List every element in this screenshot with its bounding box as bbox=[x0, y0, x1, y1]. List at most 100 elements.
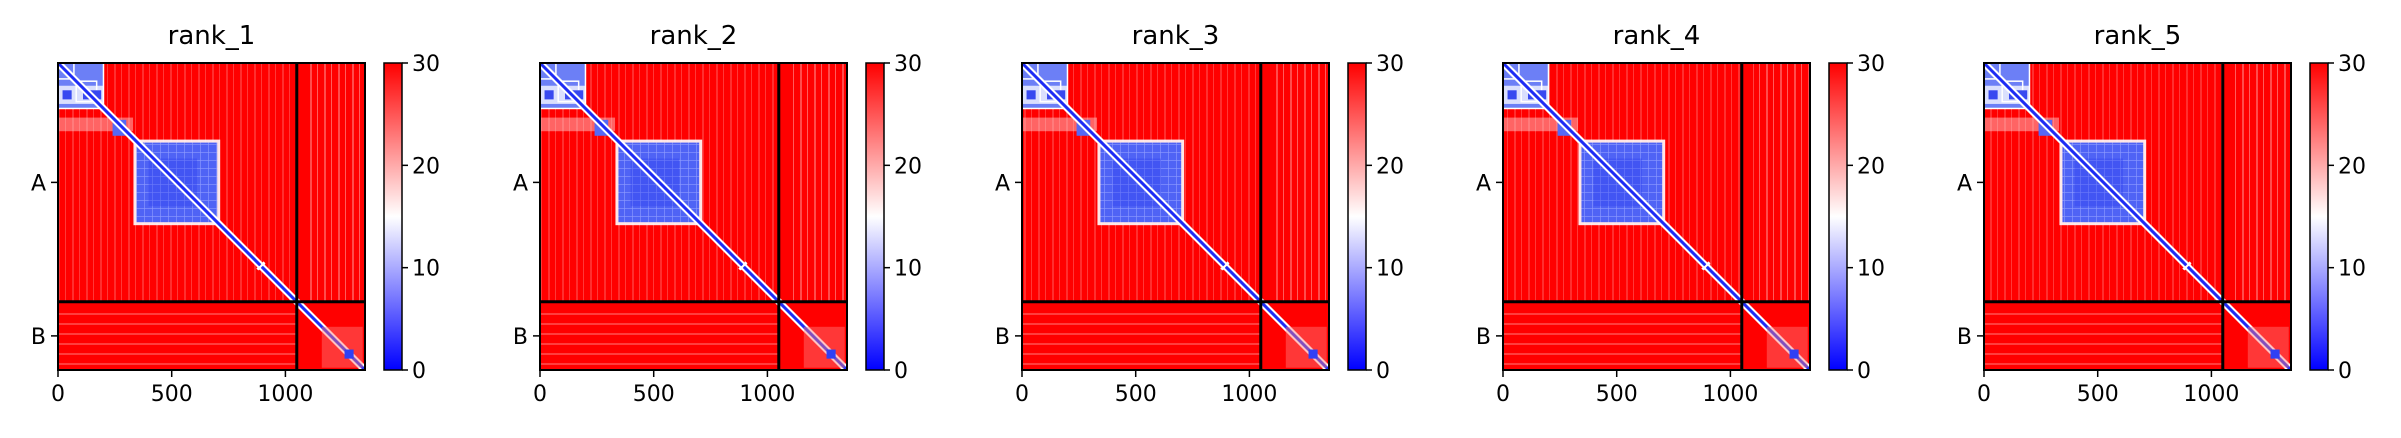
colorbar: 0 10 20 30 bbox=[2309, 52, 2366, 384]
domain-block bbox=[62, 90, 72, 100]
colorbar-tick-label: 10 bbox=[894, 257, 922, 282]
x-tick-label: 0 bbox=[1496, 382, 1510, 407]
chain-b-core bbox=[2270, 349, 2280, 359]
x-tick-label: 1000 bbox=[257, 382, 313, 407]
colorbar: 0 10 20 30 bbox=[1347, 52, 1404, 384]
y-tick-label: B bbox=[1957, 325, 1972, 350]
colorbar-tick-label: 20 bbox=[2338, 154, 2366, 179]
x-tick-label: 500 bbox=[633, 382, 675, 407]
texture-right-band bbox=[2234, 63, 2291, 302]
colorbar-tick-label: 10 bbox=[412, 257, 440, 282]
heatmap-frame bbox=[1502, 62, 1811, 371]
domain-block bbox=[1507, 90, 1517, 100]
texture-right-band bbox=[790, 63, 847, 302]
x-tick-label: 500 bbox=[151, 382, 193, 407]
colorbar-tick-label: 0 bbox=[1376, 359, 1390, 384]
texture-right-band bbox=[1753, 63, 1810, 302]
texture-bottom-band bbox=[540, 306, 779, 370]
panel-title: rank_5 bbox=[2094, 21, 2182, 51]
texture-right-band bbox=[308, 63, 365, 302]
texture-right-band bbox=[1272, 63, 1329, 302]
colorbar-tick-label: 30 bbox=[412, 52, 440, 77]
panel-5: rank_5 0 500 1000 A B 0 10 20 30 bbox=[1957, 21, 2366, 407]
domain-block bbox=[544, 90, 554, 100]
domain-block bbox=[1026, 90, 1036, 100]
chain-b-core bbox=[826, 349, 836, 359]
panel-2: rank_2 0 500 1000 A B 0 10 20 30 bbox=[513, 21, 922, 407]
y-tick-label: B bbox=[31, 325, 46, 350]
y-tick-label: A bbox=[1957, 171, 1972, 196]
colorbar-tick-label: 0 bbox=[2338, 359, 2352, 384]
chain-b-domain bbox=[1285, 326, 1327, 368]
colorbar-gradient bbox=[2309, 62, 2329, 371]
panel-1: rank_1 0 500 1000 A B 0 10 20 30 bbox=[31, 21, 440, 407]
heatmap bbox=[1500, 60, 1813, 373]
y-tick-label: A bbox=[1476, 171, 1491, 196]
colorbar-tick-label: 30 bbox=[1857, 52, 1885, 77]
diagonal-feature bbox=[256, 261, 266, 271]
x-tick-label: 0 bbox=[1015, 382, 1029, 407]
x-tick-label: 1000 bbox=[2183, 382, 2239, 407]
heatmap-frame bbox=[1021, 62, 1330, 371]
heatmap-frame bbox=[539, 62, 848, 371]
chain-b-domain bbox=[2247, 326, 2289, 368]
heatmap-frame bbox=[1983, 62, 2292, 371]
colorbar-tick-label: 0 bbox=[894, 359, 908, 384]
colorbar-tick-label: 20 bbox=[412, 154, 440, 179]
texture-bottom-band bbox=[1503, 306, 1742, 370]
y-tick-label: A bbox=[31, 171, 46, 196]
diagonal bbox=[56, 61, 367, 372]
colorbar-tick-label: 10 bbox=[1857, 257, 1885, 282]
heatmap bbox=[1981, 60, 2294, 373]
panel-title: rank_3 bbox=[1132, 21, 1220, 51]
x-tick-label: 0 bbox=[1977, 382, 1991, 407]
heatmap bbox=[55, 60, 368, 373]
colorbar-tick-label: 30 bbox=[894, 52, 922, 77]
heatmap bbox=[537, 60, 850, 373]
texture-bottom-band bbox=[1022, 306, 1261, 370]
colorbar-gradient bbox=[865, 62, 885, 371]
diagonal bbox=[1501, 61, 1812, 372]
colorbar-gradient bbox=[383, 62, 403, 371]
colorbar-tick-label: 0 bbox=[412, 359, 426, 384]
panel-4: rank_4 0 500 1000 A B 0 10 20 30 bbox=[1476, 21, 1885, 407]
colorbar-tick-label: 20 bbox=[1376, 154, 1404, 179]
chain-b-domain bbox=[321, 326, 363, 368]
colorbar: 0 10 20 30 bbox=[1828, 52, 1885, 384]
diagonal bbox=[538, 61, 849, 372]
colorbar: 0 10 20 30 bbox=[383, 52, 440, 384]
chain-b-domain bbox=[803, 326, 845, 368]
y-tick-label: B bbox=[995, 325, 1010, 350]
x-tick-label: 1000 bbox=[739, 382, 795, 407]
diagonal-feature bbox=[738, 261, 748, 271]
panel-title: rank_4 bbox=[1613, 21, 1701, 51]
texture-bottom-band bbox=[58, 306, 297, 370]
panel-title: rank_1 bbox=[168, 21, 256, 51]
y-tick-label: A bbox=[513, 171, 528, 196]
diagonal bbox=[1020, 61, 1331, 372]
domain-block bbox=[1988, 90, 1998, 100]
colorbar-tick-label: 20 bbox=[894, 154, 922, 179]
diagonal-feature bbox=[1701, 261, 1711, 271]
chain-b-core bbox=[1789, 349, 1799, 359]
diagonal-feature bbox=[2182, 261, 2192, 271]
heatmap bbox=[1019, 60, 1332, 373]
colorbar-tick-label: 20 bbox=[1857, 154, 1885, 179]
x-tick-label: 500 bbox=[2077, 382, 2119, 407]
colorbar-tick-label: 30 bbox=[2338, 52, 2366, 77]
x-tick-label: 500 bbox=[1596, 382, 1638, 407]
colorbar: 0 10 20 30 bbox=[865, 52, 922, 384]
heatmap-frame bbox=[57, 62, 366, 371]
colorbar-tick-label: 30 bbox=[1376, 52, 1404, 77]
chain-b-domain bbox=[1766, 326, 1808, 368]
y-tick-label: A bbox=[995, 171, 1010, 196]
texture-bottom-band bbox=[1984, 306, 2223, 370]
x-tick-label: 0 bbox=[533, 382, 547, 407]
panel-3: rank_3 0 500 1000 A B 0 10 20 30 bbox=[995, 21, 1404, 407]
x-tick-label: 1000 bbox=[1221, 382, 1277, 407]
colorbar-tick-label: 0 bbox=[1857, 359, 1871, 384]
y-tick-label: B bbox=[1476, 325, 1491, 350]
y-tick-label: B bbox=[513, 325, 528, 350]
